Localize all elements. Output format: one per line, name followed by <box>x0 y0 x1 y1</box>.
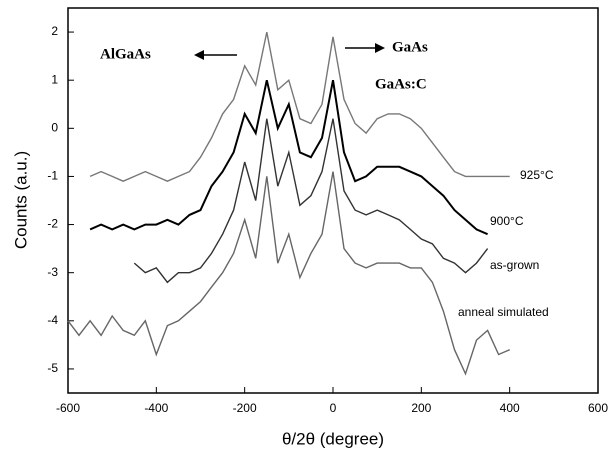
series-label: as-grown <box>490 258 539 272</box>
series-line <box>67 171 510 376</box>
series-line <box>89 31 510 182</box>
series-label: 925°C <box>520 168 554 182</box>
x-tick-label: 600 <box>588 401 608 415</box>
annotation: GaAs:C <box>375 76 427 92</box>
x-tick-label: -600 <box>56 401 80 415</box>
y-tick-label: -1 <box>47 169 58 183</box>
y-tick-label: -5 <box>47 361 58 375</box>
series-label: anneal simulated <box>458 305 549 319</box>
x-tick-label: -200 <box>233 401 257 415</box>
x-tick-label: 200 <box>411 401 431 415</box>
y-tick-label: -3 <box>47 265 58 279</box>
x-tick-label: 0 <box>330 401 337 415</box>
series-label: 900°C <box>490 214 524 228</box>
y-tick-label: 1 <box>51 72 58 86</box>
y-tick-label: -2 <box>47 217 58 231</box>
y-tick-label: 2 <box>51 24 58 38</box>
x-tick-label: -400 <box>144 401 168 415</box>
y-tick-label: 0 <box>51 120 58 134</box>
plot-frame <box>67 7 599 394</box>
annotation: GaAs <box>392 39 428 55</box>
arrows <box>194 43 385 60</box>
x-tick-label: 400 <box>500 401 520 415</box>
series-line <box>133 118 489 284</box>
annotation: AlGaAs <box>100 46 151 62</box>
y-axis-label: Counts (a.u.) <box>11 151 30 249</box>
y-tick-label: -4 <box>47 313 58 327</box>
series-line <box>89 79 488 236</box>
x-axis-label: θ/2θ (degree) <box>282 429 384 448</box>
